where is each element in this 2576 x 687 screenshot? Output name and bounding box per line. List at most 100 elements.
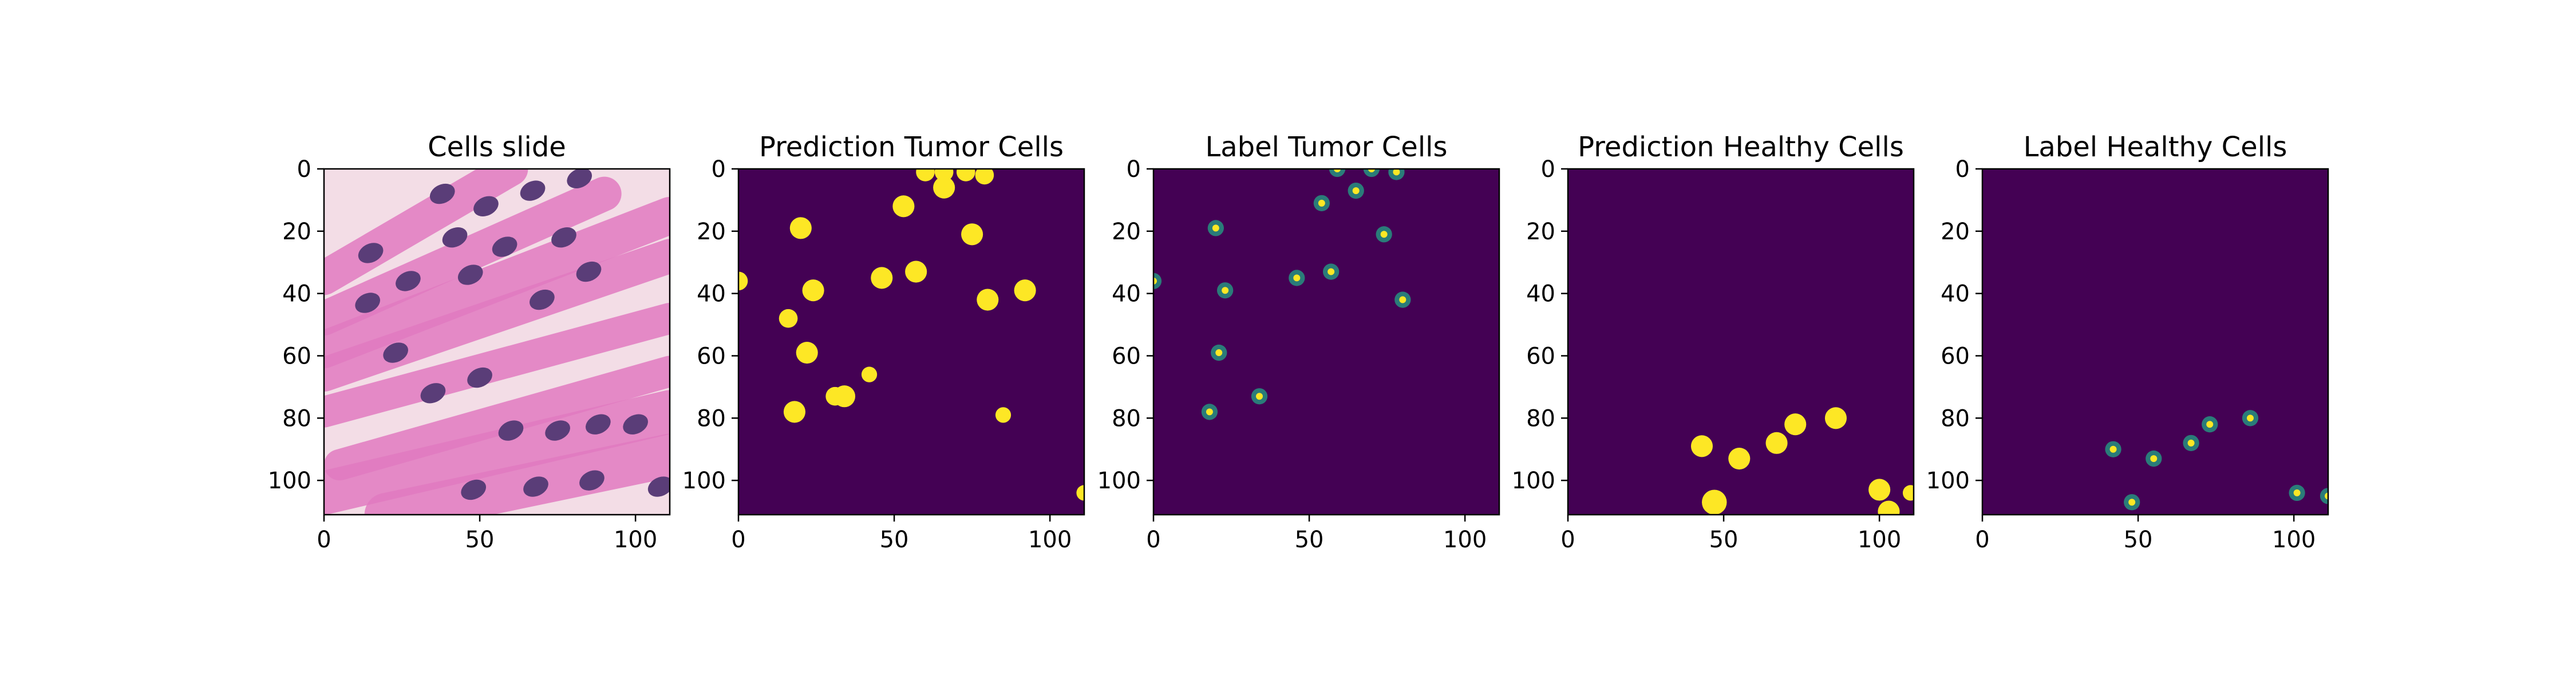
stroma-band — [324, 302, 670, 428]
label-point — [1393, 169, 1400, 176]
mask-blob — [1902, 485, 1914, 501]
label-point-glow — [1153, 273, 1162, 290]
x-tick-label: 100 — [2272, 527, 2316, 553]
label-point — [1399, 296, 1406, 303]
y-tick-label: 100 — [1097, 468, 1141, 494]
stroma-band — [324, 239, 670, 392]
panel-label-healthy-cells: Label Healthy Cells 0 50 100 0 20 40 60 80 100 — [1926, 131, 2329, 553]
cell-nucleus — [467, 367, 492, 388]
mask-blob — [779, 309, 798, 328]
axes-frame — [1981, 168, 2329, 516]
panel-title: Prediction Tumor Cells — [759, 131, 1064, 163]
mask-blob — [1076, 485, 1084, 501]
mask-blob — [977, 289, 999, 311]
label-point — [2150, 455, 2158, 463]
panel-title: Prediction Healthy Cells — [1578, 131, 1904, 163]
cell-nucleus — [623, 414, 648, 435]
panel-cells-slide: Cells slide 0 50 100 0 20 40 60 80 100 — [268, 131, 671, 553]
mask-blob — [861, 366, 878, 382]
mask-blob — [916, 169, 935, 181]
label-point — [1334, 169, 1341, 172]
label-point — [2206, 421, 2214, 428]
x-tick-label: 0 — [1146, 527, 1160, 553]
cell-nucleus — [473, 196, 499, 216]
y-tick-label: 80 — [1941, 405, 1970, 432]
y-tick-label: 80 — [1526, 405, 1555, 432]
x-tick-label: 100 — [614, 527, 657, 553]
mask-blob — [995, 407, 1012, 423]
mask-blob — [892, 195, 915, 218]
mask-blob — [961, 223, 983, 246]
axes-frame — [1567, 168, 1915, 516]
cell-nucleus — [545, 420, 570, 441]
mask-blob — [1701, 489, 1727, 515]
cell-nucleus — [429, 183, 455, 204]
y-tick-label: 0 — [1127, 156, 1141, 183]
mask-blob — [1784, 413, 1807, 436]
cell-nucleus — [523, 476, 548, 497]
image-area — [1982, 169, 2328, 515]
cell-nucleus — [498, 420, 524, 441]
cell-nucleus — [358, 243, 384, 263]
stroma-band — [324, 169, 528, 295]
label-point — [1293, 274, 1301, 282]
cell-nucleus — [461, 479, 487, 500]
mask-blob — [956, 169, 975, 181]
mask-blob — [1014, 279, 1036, 302]
axes-frame — [737, 168, 1085, 516]
x-tick-label: 100 — [1858, 527, 1901, 553]
y-tick-label: 100 — [1512, 468, 1555, 494]
cell-nucleus — [355, 293, 381, 313]
label-point — [2293, 489, 2301, 496]
y-tick-label: 60 — [282, 343, 311, 369]
mask-blob — [905, 260, 927, 283]
label-point-glow — [1329, 169, 1346, 177]
mask-blob — [1824, 407, 1847, 429]
mask-blob — [796, 342, 818, 364]
cell-nucleus — [586, 414, 611, 435]
cell-nucleus — [383, 342, 408, 363]
x-tick-label: 0 — [1560, 527, 1575, 553]
image-background — [738, 169, 1084, 515]
y-tick-label: 60 — [1941, 343, 1970, 369]
label-point — [2128, 499, 2136, 506]
y-tick-label: 0 — [297, 156, 311, 183]
x-tick-label: 50 — [1295, 527, 1324, 553]
label-point — [1318, 199, 1325, 207]
label-point — [2187, 439, 2195, 447]
y-tick-label: 0 — [712, 156, 726, 183]
cell-nucleus — [579, 470, 605, 491]
x-tick-label: 50 — [1709, 527, 1739, 553]
panel-title: Cells slide — [428, 131, 566, 163]
x-tick-label: 100 — [1443, 527, 1487, 553]
y-tick-label: 20 — [697, 219, 726, 245]
image-area — [324, 169, 670, 515]
mask-blob — [738, 271, 748, 291]
mask-blob — [789, 217, 812, 239]
cell-nucleus — [442, 227, 468, 248]
axes-frame — [323, 168, 671, 516]
label-point — [1212, 224, 1219, 232]
image-background — [1153, 169, 1499, 515]
mask-blob — [1868, 479, 1891, 501]
panels: Cells slide 0 50 100 0 20 40 60 80 100 Prediction … — [268, 131, 2329, 553]
y-tick-label: 80 — [1112, 405, 1141, 432]
image-area — [738, 169, 1084, 515]
y-tick-label: 20 — [282, 219, 311, 245]
y-tick-label: 20 — [1526, 219, 1555, 245]
label-point — [2109, 445, 2117, 453]
x-tick-label: 50 — [2124, 527, 2153, 553]
mask-blob — [1690, 435, 1713, 457]
y-tick-label: 40 — [697, 281, 726, 307]
y-tick-label: 40 — [282, 281, 311, 307]
cell-nucleus — [647, 476, 670, 497]
panel-prediction-healthy-cells: Prediction Healthy Cells 0 50 100 0 20 40 60 80 1… — [1512, 131, 1915, 553]
mask-blob — [871, 267, 893, 289]
cell-nucleus — [567, 169, 592, 188]
y-tick-label: 20 — [1941, 219, 1970, 245]
panel-title: Label Healthy Cells — [2024, 131, 2287, 163]
y-tick-label: 80 — [697, 405, 726, 432]
panel-title: Label Tumor Cells — [1205, 131, 1447, 163]
panel-label-tumor-cells: Label Tumor Cells 0 50 100 0 20 40 60 80 100 — [1097, 131, 1500, 553]
